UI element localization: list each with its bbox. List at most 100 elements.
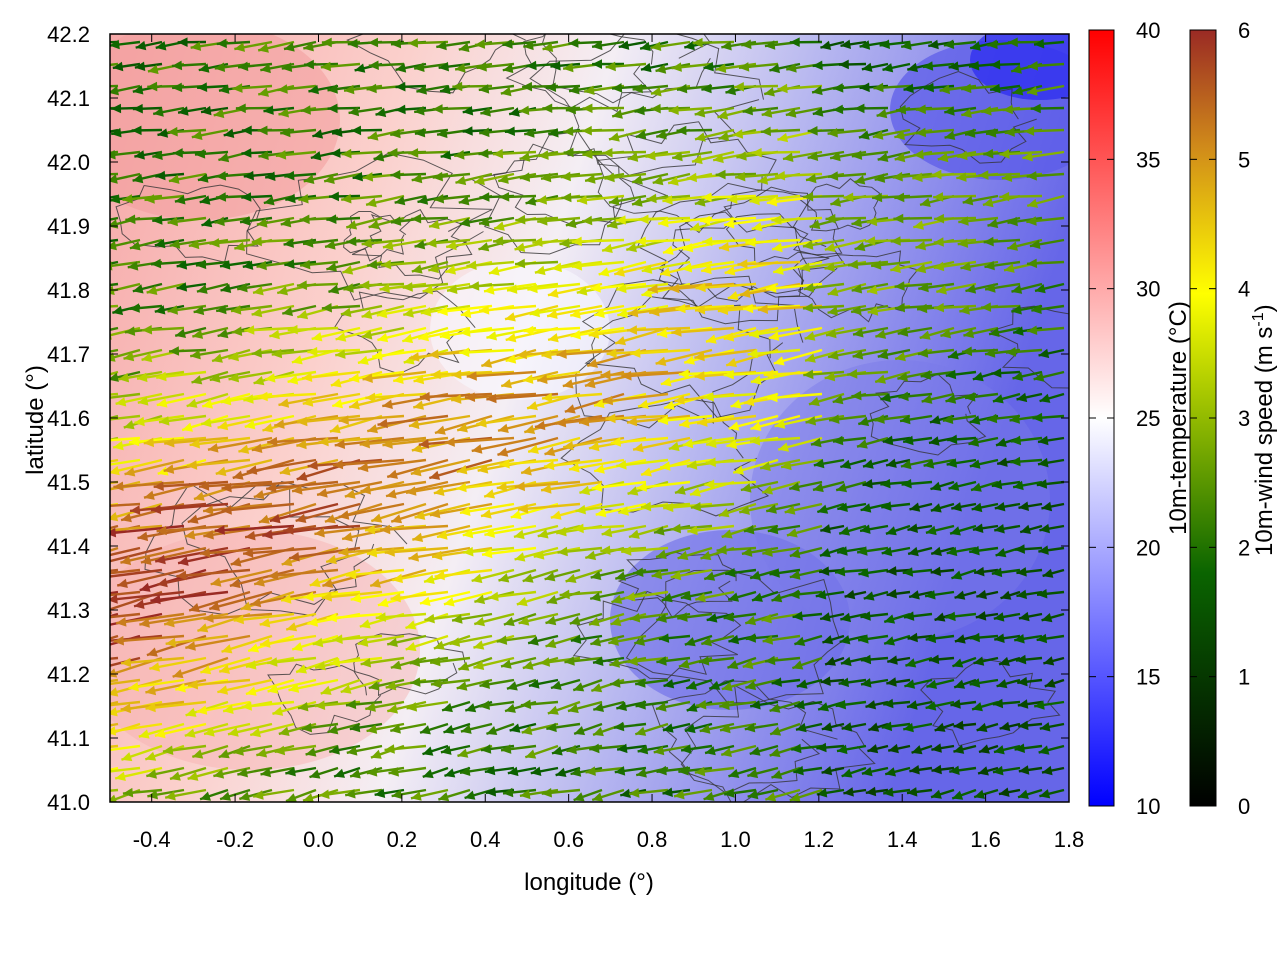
wind-arrow — [357, 458, 427, 473]
wind-arrow — [500, 656, 537, 669]
colorbar-tick-label: 1 — [1238, 665, 1250, 690]
wind-arrow — [522, 370, 581, 384]
x-tick-label: 1.2 — [804, 827, 835, 852]
wind-arrow — [260, 766, 295, 778]
wind-arrow — [841, 766, 867, 778]
wind-arrow — [191, 370, 229, 385]
temperature-colorbar-label: 10m-temperature (°C) — [1165, 301, 1192, 535]
wind-arrow — [110, 546, 141, 557]
wind-arrow — [547, 700, 581, 715]
wind-arrow — [326, 214, 361, 224]
wind-arrow — [480, 106, 515, 117]
wind-arrow — [785, 106, 823, 118]
wind-arrow — [759, 458, 801, 471]
y-tick-label: 41.6 — [47, 406, 90, 431]
wind-arrow — [621, 370, 691, 381]
wind-arrow — [514, 546, 559, 562]
wind-arrow — [162, 744, 207, 755]
wind-arrow — [167, 216, 207, 227]
contour-line — [246, 152, 493, 301]
wind-arrow — [856, 436, 889, 449]
wind-arrow — [285, 766, 317, 777]
wind-arrow — [258, 502, 317, 524]
wind-arrow — [613, 260, 669, 277]
wind-arrow — [933, 302, 977, 313]
wind-arrow — [626, 414, 691, 427]
wind-arrow — [219, 260, 251, 270]
wind-arrow — [445, 238, 493, 251]
wind-arrow — [659, 458, 713, 471]
wind-arrow — [426, 238, 471, 248]
wind-arrow — [384, 744, 427, 754]
wind-arrow — [857, 634, 889, 644]
wind-arrow — [847, 259, 889, 270]
wind-arrow — [460, 722, 493, 734]
wind-arrow — [670, 568, 713, 581]
wind-arrow — [983, 236, 1021, 247]
wind-arrow — [1039, 788, 1065, 799]
wind-arrow — [365, 392, 427, 403]
wind-arrow — [898, 391, 933, 402]
wind-arrow — [479, 700, 515, 710]
wind-arrow — [948, 61, 977, 71]
wind-arrow — [382, 436, 449, 449]
wind-arrow — [715, 62, 757, 73]
wind-arrow — [503, 612, 537, 627]
wind-arrow — [784, 502, 823, 515]
wind-arrow — [970, 480, 999, 492]
wind-arrow — [902, 435, 933, 446]
wind-arrow — [346, 744, 383, 756]
contour-line — [680, 684, 876, 802]
wind-arrow — [633, 567, 669, 577]
wind-arrow — [632, 83, 669, 94]
wind-arrow — [140, 546, 207, 565]
wind-arrow — [999, 191, 1043, 202]
wind-arrow — [264, 370, 317, 383]
wind-arrow — [440, 150, 471, 160]
wind-arrow — [694, 766, 735, 777]
wind-arrow — [931, 743, 955, 753]
wind-arrow — [945, 611, 977, 622]
wind-arrow — [281, 304, 317, 317]
wind-arrow — [169, 346, 207, 356]
wind-arrow — [678, 369, 735, 379]
wind-arrow — [858, 568, 889, 578]
wind-arrow — [550, 678, 581, 690]
wind-arrow — [362, 370, 427, 383]
wind-arrow — [835, 699, 867, 710]
wind-arrow — [747, 348, 801, 359]
wind-arrow — [326, 260, 361, 272]
wind-arrow — [870, 260, 911, 270]
wind-arrow — [483, 282, 537, 295]
wind-arrow — [141, 325, 185, 335]
wind-arrow — [658, 633, 691, 643]
wind-arrow — [242, 260, 273, 270]
wind-arrow — [703, 61, 735, 72]
wind-arrow — [906, 700, 933, 710]
wind-arrow — [592, 656, 625, 666]
wind-arrow — [963, 326, 999, 339]
wind-arrow — [519, 172, 559, 182]
wind-arrow — [366, 722, 405, 734]
wind-arrow — [430, 678, 471, 689]
wind-arrow — [705, 457, 757, 467]
wind-arrow — [904, 678, 933, 689]
wind-arrow — [993, 744, 1021, 755]
wind-arrow — [149, 656, 207, 672]
wind-arrow — [394, 194, 427, 206]
wind-arrow — [946, 546, 977, 557]
wind-arrow — [950, 699, 977, 709]
wind-arrow — [409, 656, 449, 667]
wind-arrow — [259, 612, 317, 628]
wind-arrow — [486, 392, 559, 404]
contour-line — [572, 590, 742, 680]
wind-arrow — [925, 700, 955, 711]
wind-arrow — [727, 194, 779, 204]
wind-arrow — [541, 392, 603, 403]
wind-arrow — [886, 677, 911, 687]
wind-arrow — [590, 568, 625, 581]
wind-arrow — [909, 765, 933, 775]
wind-arrow — [184, 722, 229, 738]
wind-arrow — [568, 84, 603, 95]
wind-arrow — [972, 523, 999, 533]
